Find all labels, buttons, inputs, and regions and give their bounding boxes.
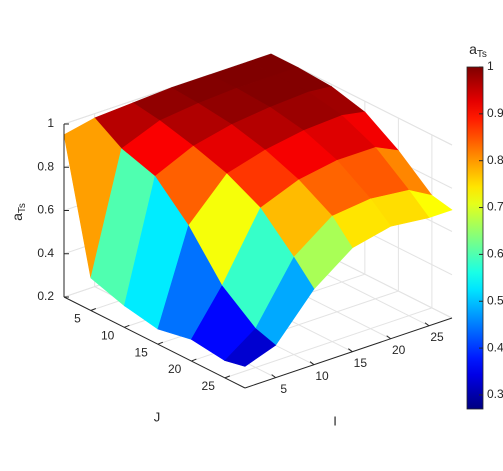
x-tick — [386, 335, 391, 340]
x-axis-label: I — [333, 413, 337, 428]
colorbar-tick-label: 0.4 — [487, 340, 503, 354]
label-sub: Ts — [17, 203, 28, 213]
colorbar-tick-label: 1 — [487, 59, 494, 73]
y-tick-label: 5 — [74, 312, 81, 326]
z-axis-label: aTs — [9, 203, 28, 221]
x-axis — [244, 317, 453, 389]
y-tick — [90, 308, 97, 311]
x-tick-label: 5 — [280, 382, 287, 396]
colorbar-tick-label: 0.9 — [487, 106, 503, 120]
colorbar-tick-label: 0.6 — [487, 247, 503, 261]
label-base: a — [469, 41, 477, 57]
z-tick-label: 0.2 — [37, 289, 54, 303]
x-tick-label: 25 — [430, 330, 444, 344]
y-tick-label: 15 — [134, 345, 148, 359]
label-base: a — [9, 213, 25, 221]
x-tick — [424, 322, 430, 327]
y-tick — [191, 358, 197, 362]
z-tick-label: 0.4 — [37, 246, 54, 260]
x-tick — [309, 361, 315, 366]
x-tick-label: 15 — [354, 356, 368, 370]
colorbar — [466, 66, 484, 410]
y-axis — [63, 296, 246, 389]
y-tick-label: 10 — [101, 329, 115, 343]
z-tick-label: 0.6 — [37, 203, 54, 217]
y-tick — [124, 324, 130, 328]
x-tick-label: 10 — [315, 369, 329, 383]
z-tick-label: 1 — [47, 116, 54, 130]
surface-patch — [224, 328, 277, 367]
z-tick-label: 0.8 — [37, 159, 54, 173]
colorbar-tick-label: 0.8 — [487, 153, 503, 167]
x-tick — [271, 374, 276, 379]
x-tick-label: 20 — [392, 343, 406, 357]
y-axis-label: J — [154, 409, 161, 424]
y-tick — [157, 341, 164, 345]
colorbar-label: aTs — [469, 41, 487, 60]
y-tick — [224, 375, 231, 379]
y-tick-label: 25 — [202, 379, 216, 393]
colorbar-tick-label: 0.3 — [487, 387, 503, 401]
colorbar-tick-label: 0.7 — [487, 200, 503, 214]
surface — [63, 53, 453, 367]
x-tick — [348, 348, 353, 353]
colorbar-tick-label: 0.5 — [487, 293, 503, 307]
y-tick-label: 20 — [168, 362, 182, 376]
label-sub: Ts — [477, 49, 487, 60]
grid-line — [224, 307, 433, 379]
